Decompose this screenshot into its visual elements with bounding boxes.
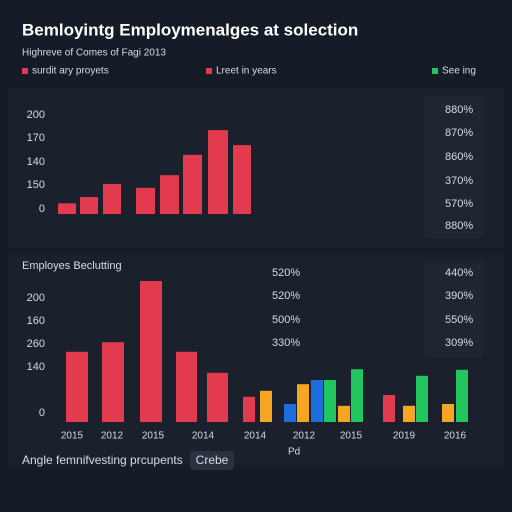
x-tick-label: 2019 xyxy=(393,431,416,442)
middle-label: 520% xyxy=(272,267,300,279)
top-panel xyxy=(8,88,504,248)
legend-swatch xyxy=(22,68,28,74)
right-label: 870% xyxy=(445,127,473,139)
bottom-panel xyxy=(8,255,504,465)
right-label: 570% xyxy=(445,198,473,210)
bar xyxy=(297,384,309,422)
y-tick-label: 260 xyxy=(27,338,45,350)
y-tick-label: 140 xyxy=(27,361,45,373)
x-tick-label: 2015 xyxy=(340,431,363,442)
bar xyxy=(403,405,415,422)
legend-swatch xyxy=(432,68,438,74)
bar xyxy=(351,369,363,422)
middle-label: 330% xyxy=(272,337,300,349)
bar xyxy=(284,404,296,422)
x-tick-label: 2014 xyxy=(192,431,215,442)
x-tick-label: 2015 xyxy=(61,431,84,442)
bar xyxy=(233,145,251,214)
right-label: 370% xyxy=(445,175,473,187)
y-tick-label: 0 xyxy=(39,203,45,215)
chart-title: Employes Beclutting xyxy=(22,260,122,272)
bar xyxy=(103,183,121,214)
bar xyxy=(383,395,395,422)
x-tick-label: 2012 xyxy=(293,431,316,442)
y-tick-label: 140 xyxy=(27,156,45,168)
bar xyxy=(456,369,468,422)
bar xyxy=(102,342,124,422)
bottom-right-column xyxy=(425,262,483,357)
bar xyxy=(140,281,162,422)
right-label: 440% xyxy=(445,267,473,279)
right-label: 550% xyxy=(445,314,473,326)
bar xyxy=(160,175,179,214)
y-tick-label: 200 xyxy=(27,292,45,304)
bar xyxy=(311,380,323,422)
button-bg[interactable] xyxy=(190,451,234,470)
x-axis-label: Pd xyxy=(288,447,300,458)
legend-label: surdit ary proyets xyxy=(32,66,109,77)
top-right-column xyxy=(425,96,483,238)
y-tick-label: 160 xyxy=(27,315,45,327)
y-tick-label: 150 xyxy=(27,179,45,191)
bar xyxy=(416,375,428,422)
bar xyxy=(176,351,197,422)
right-label: 860% xyxy=(445,151,473,163)
legend-swatch xyxy=(206,68,212,74)
y-tick-label: 0 xyxy=(39,407,45,419)
x-tick-label: 2012 xyxy=(101,431,124,442)
bar xyxy=(442,404,454,422)
bar xyxy=(80,197,98,214)
right-label: 880% xyxy=(445,104,473,116)
bar xyxy=(183,154,202,214)
bar xyxy=(66,351,88,422)
bar xyxy=(58,203,76,214)
title: Bemloyintg Employmenalges at solection xyxy=(22,20,358,39)
middle-label: 500% xyxy=(272,314,300,326)
right-label: 390% xyxy=(445,290,473,302)
legend-label: See ing xyxy=(442,66,476,77)
bar xyxy=(243,396,255,422)
bar xyxy=(208,130,228,214)
bar xyxy=(260,390,272,422)
bar xyxy=(136,187,155,214)
right-label: 880% xyxy=(445,220,473,232)
x-tick-label: 2015 xyxy=(142,431,165,442)
y-tick-label: 170 xyxy=(27,132,45,144)
bar xyxy=(338,405,350,422)
footer-text: Angle femnifvesting prcupents xyxy=(22,453,183,467)
bar xyxy=(207,372,228,422)
y-tick-label: 200 xyxy=(27,109,45,121)
right-label: 309% xyxy=(445,337,473,349)
middle-label: 520% xyxy=(272,290,300,302)
legend-label: Lreet in years xyxy=(216,66,277,77)
x-tick-label: 2014 xyxy=(244,431,267,442)
x-tick-label: 2016 xyxy=(444,431,467,442)
button-label[interactable]: Crebe xyxy=(196,453,229,467)
bar xyxy=(324,380,336,422)
subtitle: Highreve of Comes of Fagi 2013 xyxy=(22,48,166,59)
button[interactable]: Crebe xyxy=(190,451,234,470)
